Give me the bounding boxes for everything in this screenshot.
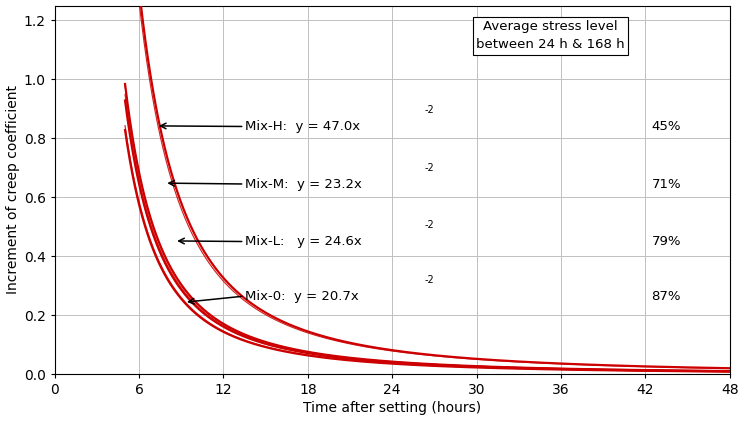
Y-axis label: Increment of creep coefficient: Increment of creep coefficient [5, 85, 19, 294]
Text: 79%: 79% [652, 235, 681, 248]
Text: Average stress level
between 24 h & 168 h: Average stress level between 24 h & 168 … [476, 20, 625, 51]
Text: 45%: 45% [652, 120, 681, 133]
Text: 71%: 71% [652, 178, 682, 191]
Text: 87%: 87% [652, 290, 681, 303]
Text: -2: -2 [425, 105, 434, 115]
Text: Mix-H:  y = 47.0x: Mix-H: y = 47.0x [245, 120, 359, 133]
Text: Mix-M:  y = 23.2x: Mix-M: y = 23.2x [245, 178, 362, 191]
Text: Mix-0:  y = 20.7x: Mix-0: y = 20.7x [245, 290, 359, 303]
Text: -2: -2 [425, 163, 434, 173]
Text: -2: -2 [425, 220, 434, 230]
Text: -2: -2 [425, 275, 434, 285]
Text: Mix-L:   y = 24.6x: Mix-L: y = 24.6x [245, 235, 362, 248]
X-axis label: Time after setting (hours): Time after setting (hours) [303, 402, 481, 416]
